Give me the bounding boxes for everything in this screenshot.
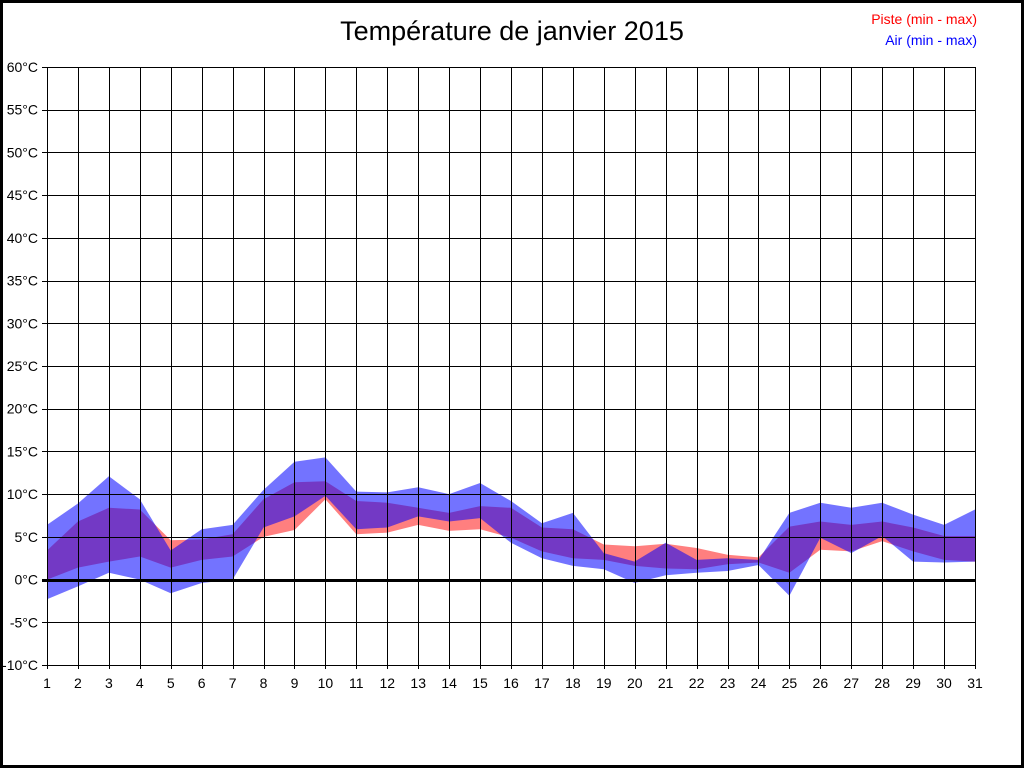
x-tick-label: 7: [229, 675, 237, 691]
y-tick-label: 40°C: [7, 230, 38, 246]
y-tick-label: 5°C: [15, 529, 39, 545]
y-tick-label: 50°C: [7, 144, 38, 160]
x-tick-label: 25: [782, 675, 798, 691]
x-tick-label: 21: [658, 675, 674, 691]
x-tick-label: 15: [472, 675, 488, 691]
x-tick-label: 5: [167, 675, 175, 691]
y-tick-label: 60°C: [7, 59, 38, 75]
y-tick-label: -10°C: [2, 657, 38, 673]
x-tick-label: 13: [410, 675, 426, 691]
x-tick-label: 2: [74, 675, 82, 691]
x-axis-labels: 1 2 3 4 5 6 7 8 9 10 11 12 13 14 15 16 17 18 19 20 21 22 23 24 2…: [43, 675, 983, 691]
legend-item-air: Air (min - max): [885, 32, 977, 48]
y-tick-label: 55°C: [7, 102, 38, 118]
y-tick-label: -5°C: [10, 614, 38, 630]
x-tick-label: 20: [627, 675, 643, 691]
x-tick-label: 16: [503, 675, 519, 691]
x-tick-label: 22: [689, 675, 705, 691]
x-tick-label: 3: [105, 675, 113, 691]
x-tick-label: 29: [905, 675, 921, 691]
x-tick-label: 30: [936, 675, 952, 691]
x-tick-label: 9: [291, 675, 299, 691]
x-tick-label: 6: [198, 675, 206, 691]
x-tick-label: 4: [136, 675, 144, 691]
y-tick-label: 10°C: [7, 486, 38, 502]
x-tick-label: 18: [565, 675, 581, 691]
y-tick-label: 35°C: [7, 273, 38, 289]
y-tick-label: 30°C: [7, 315, 38, 331]
plot-border: [47, 67, 976, 666]
y-tick-label: 0°C: [15, 572, 39, 588]
x-tick-label: 1: [43, 675, 51, 691]
y-axis-labels: 60°C 55°C 50°C 45°C 40°C 35°C 30°C 25°C 20°C 15°C…: [2, 59, 38, 673]
y-tick-label: 25°C: [7, 358, 38, 374]
x-tick-label: 12: [379, 675, 395, 691]
y-tick-label: 15°C: [7, 443, 38, 459]
x-tick-label: 24: [751, 675, 767, 691]
x-tick-label: 10: [318, 675, 334, 691]
x-tick-label: 27: [843, 675, 859, 691]
y-tick-label: 45°C: [7, 187, 38, 203]
x-tick-label: 11: [349, 675, 364, 691]
y-tick-label: 20°C: [7, 401, 38, 417]
x-tick-label: 14: [441, 675, 457, 691]
x-tick-label: 23: [720, 675, 736, 691]
legend-item-piste: Piste (min - max): [871, 11, 977, 27]
chart-title: Température de janvier 2015: [340, 16, 684, 46]
x-tick-label: 26: [813, 675, 829, 691]
x-tick-label: 17: [534, 675, 550, 691]
x-tick-label: 31: [967, 675, 983, 691]
x-tick-label: 28: [874, 675, 890, 691]
x-tick-label: 8: [260, 675, 268, 691]
x-tick-label: 19: [596, 675, 612, 691]
legend: Piste (min - max) Air (min - max): [871, 9, 977, 51]
